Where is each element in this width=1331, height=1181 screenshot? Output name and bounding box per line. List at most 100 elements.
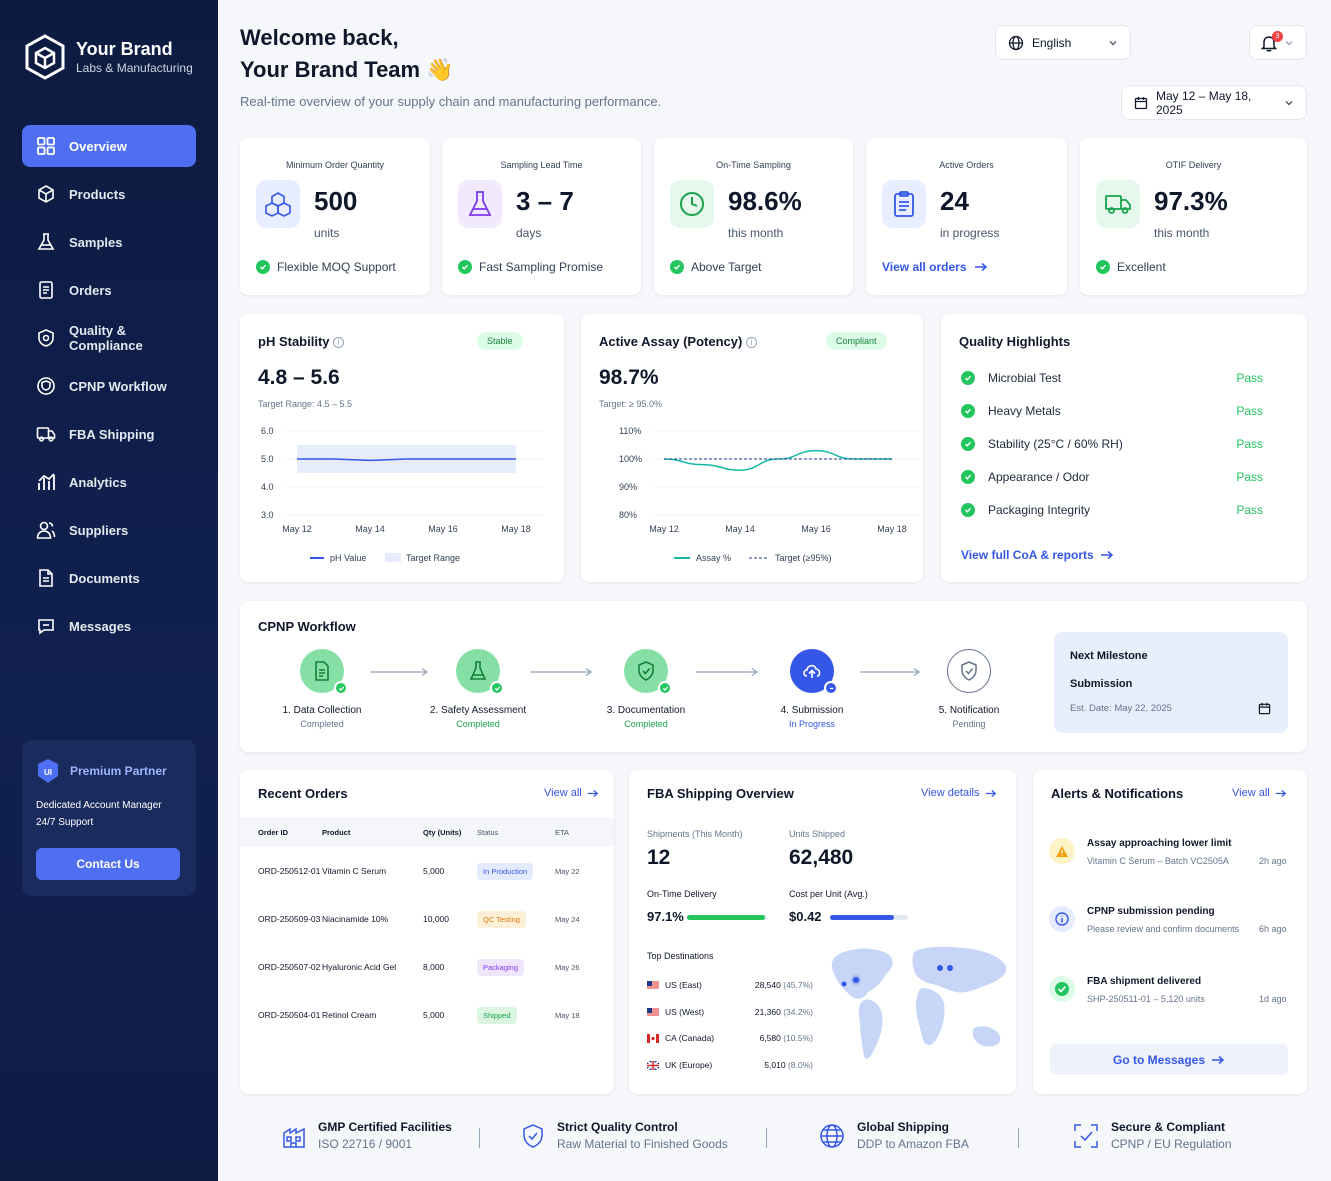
next-milestone-panel[interactable]: Next Milestone Submission Est. Date: May… <box>1054 632 1288 733</box>
table-row[interactable]: ORD-250507-02 Hyaluronic Acid Gel 8,000 … <box>240 943 614 991</box>
sidebar-item-quality-compliance[interactable]: Quality & Compliance <box>22 317 196 359</box>
order-qty: 8,000 <box>423 962 445 972</box>
sidebar-item-messages[interactable]: Messages <box>22 605 196 647</box>
alert-time: 2h ago <box>1259 856 1287 866</box>
stat-value: 3 – 7 <box>516 186 574 216</box>
quality-item-name: Packaging Integrity <box>988 503 1091 517</box>
stat-label: Sampling Lead Time <box>500 160 583 170</box>
order-qty: 5,000 <box>423 866 445 876</box>
arrow-right-icon <box>860 668 921 676</box>
sidebar-item-cpnp-workflow[interactable]: CPNP Workflow <box>22 365 196 407</box>
progress-dot-icon <box>824 681 838 695</box>
check-icon <box>961 371 975 385</box>
info-icon[interactable]: i <box>745 337 757 349</box>
sidebar-nav: Overview Products Samples Orders Quality… <box>22 125 196 653</box>
footer-title: Strict Quality Control <box>557 1120 678 1134</box>
x-tick-label: May 14 <box>355 524 385 534</box>
destination-name: UK (Europe) <box>665 1060 713 1070</box>
partner-support: 24/7 Support <box>36 817 94 828</box>
check-icon <box>658 681 672 695</box>
shield-check-icon <box>37 377 55 395</box>
view-all-orders-link[interactable]: View all orders <box>882 260 988 274</box>
grid-icon <box>37 137 55 155</box>
brand-logo-icon <box>25 34 65 80</box>
sidebar-item-orders[interactable]: Orders <box>22 269 196 311</box>
status-badge: Stable <box>477 332 523 350</box>
stat-footer-text: Flexible MOQ Support <box>277 260 396 274</box>
sidebar-item-analytics[interactable]: Analytics <box>22 461 196 503</box>
stat-label: Minimum Order Quantity <box>285 160 385 170</box>
brand[interactable]: Your Brand Labs & Manufacturing <box>24 34 193 80</box>
sidebar-item-documents[interactable]: Documents <box>22 557 196 599</box>
globe-icon <box>1008 35 1024 50</box>
view-details-link[interactable]: View details <box>921 787 997 799</box>
series-line <box>297 458 516 462</box>
units-value: 62,480 <box>789 846 854 869</box>
workflow-step[interactable]: 5. Notification Pending <box>909 649 1029 729</box>
x-tick-label: May 14 <box>725 524 755 534</box>
sidebar-item-products[interactable]: Products <box>22 173 196 215</box>
sidebar-item-overview[interactable]: Overview <box>22 125 196 167</box>
language-select[interactable]: English <box>995 25 1131 60</box>
destination-name: CA (Canada) <box>665 1033 715 1043</box>
ca-flag-icon <box>647 1033 659 1043</box>
destination-units: 6,580 <box>759 1033 781 1043</box>
alert-title: CPNP submission pending <box>1087 906 1215 917</box>
destinations-title: Top Destinations <box>647 951 714 961</box>
destination-units: 28,540 <box>754 980 781 990</box>
x-tick-label: May 12 <box>649 524 679 534</box>
bar-chart-icon <box>38 473 55 490</box>
column-header: ETA <box>555 827 570 837</box>
y-tick-label: 3.0 <box>261 510 274 520</box>
alert-title: FBA shipment delivered <box>1087 976 1202 987</box>
stat-footer-text: Above Target <box>691 260 762 274</box>
workflow-step[interactable]: 2. Safety Assessment Completed <box>418 649 538 729</box>
order-id: ORD-250509-03 <box>258 914 321 924</box>
destination-name: US (East) <box>665 980 702 990</box>
workflow-step[interactable]: 4. Submission In Progress <box>752 649 872 729</box>
sidebar-item-suppliers[interactable]: Suppliers <box>22 509 196 551</box>
check-circle-icon <box>1049 976 1075 1002</box>
workflow-step[interactable]: 3. Documentation Completed <box>586 649 706 729</box>
sidebar-item-label: Products <box>69 186 126 202</box>
sidebar-item-fba-shipping[interactable]: FBA Shipping <box>22 413 196 455</box>
card-title: Quality Highlights <box>959 334 1071 349</box>
date-range-picker[interactable]: May 12 – May 18, 2025 <box>1121 85 1307 120</box>
team-name: Your Brand Team <box>240 57 421 82</box>
view-all-alerts-link[interactable]: View all <box>1232 787 1287 799</box>
arrow-right-icon <box>985 789 996 797</box>
view-all-orders-link[interactable]: View all <box>544 787 599 799</box>
fba-shipping-card: FBA Shipping Overview View details Shipm… <box>629 770 1016 1094</box>
link-label: View details <box>921 787 980 799</box>
table-row[interactable]: ORD-250509-03 Niacinamide 10% 10,000 QC … <box>240 895 614 943</box>
order-product: Vitamin C Serum <box>322 866 387 876</box>
arrow-right-icon <box>1275 789 1286 797</box>
destination-row: UK (Europe) 5,010 (8.0%) <box>647 1060 813 1070</box>
sidebar-item-label: Suppliers <box>69 522 129 538</box>
notifications-button[interactable]: 3 <box>1249 25 1307 60</box>
workflow-step[interactable]: 1. Data Collection Completed <box>262 649 382 729</box>
footer-title: Secure & Compliant <box>1111 1120 1226 1134</box>
check-icon <box>334 681 348 695</box>
shield-check-icon <box>947 649 991 693</box>
info-icon[interactable]: i <box>333 337 345 349</box>
link-label: View all <box>544 787 582 799</box>
table-row[interactable]: ORD-250504-01 Retinol Cream 5,000 Shippe… <box>240 991 614 1039</box>
order-eta: May 18 <box>555 1010 580 1020</box>
order-product: Retinol Cream <box>322 1010 377 1020</box>
box-icon <box>38 185 54 203</box>
sidebar-item-samples[interactable]: Samples <box>22 221 196 263</box>
contact-us-button[interactable]: Contact Us <box>36 848 180 880</box>
go-to-messages-button[interactable]: Go to Messages <box>1050 1044 1288 1075</box>
quality-item: Appearance / Odor Pass <box>961 470 1263 484</box>
step-status: Pending <box>952 719 986 729</box>
table-row[interactable]: ORD-250512-01 Vitamin C Serum 5,000 In P… <box>240 847 614 895</box>
view-coa-reports-link[interactable]: View full CoA & reports <box>961 548 1114 562</box>
destination-pct: (8.0%) <box>787 1060 813 1070</box>
calendar-icon <box>1134 96 1148 109</box>
stat-footer-text: Fast Sampling Promise <box>479 260 604 274</box>
partner-manager: Dedicated Account Manager <box>36 800 162 811</box>
svg-text:UI: UI <box>44 768 52 777</box>
column-header: Order ID <box>258 827 289 837</box>
active-assay-card: Active Assay (Potency) i Compliant 98.7%… <box>581 314 923 582</box>
